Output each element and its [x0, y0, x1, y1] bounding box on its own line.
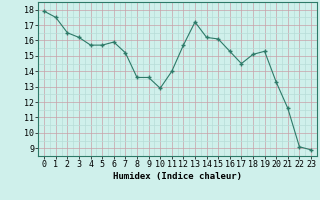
- X-axis label: Humidex (Indice chaleur): Humidex (Indice chaleur): [113, 172, 242, 181]
